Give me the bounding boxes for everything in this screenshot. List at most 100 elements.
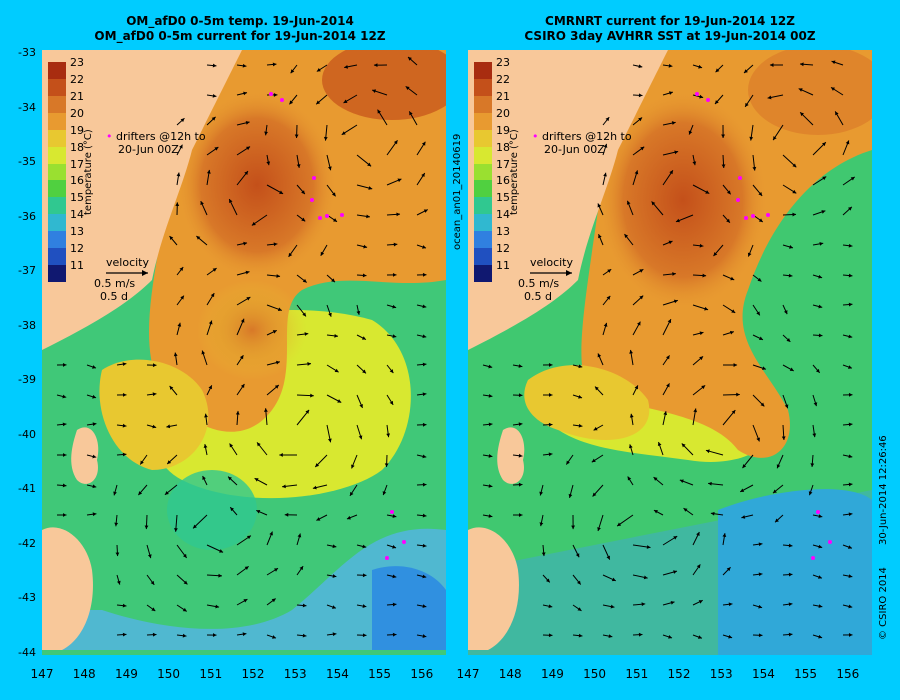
cold-water-south-east — [718, 489, 872, 655]
velocity-arrow-head — [264, 408, 268, 412]
velocity-arrow-head — [627, 476, 632, 481]
velocity-arrow-head — [758, 572, 763, 577]
velocity-arrow-head — [608, 634, 613, 639]
velocity-arrow-head — [740, 488, 745, 492]
velocity-arrow-head — [92, 484, 97, 489]
tasmania-coast — [42, 527, 93, 650]
colorbar-tick-label: 13 — [496, 225, 510, 239]
velocity-arrow-head — [848, 512, 853, 517]
velocity-arrow-head — [831, 60, 836, 65]
right-drifters-note: • drifters @12h to 20-Jun 00Z — [532, 130, 632, 156]
velocity-arrow-head — [603, 143, 608, 148]
velocity-arrow-head — [62, 362, 67, 367]
right-colorbar-label: temperature (°C) — [509, 129, 520, 215]
velocity-arrow-head — [331, 192, 336, 197]
velocity-arrow-head — [315, 463, 320, 467]
velocity-arrow-head — [634, 385, 638, 390]
velocity-arrow-head — [848, 604, 853, 609]
cold-water-south-east — [372, 566, 446, 650]
velocity-arrow-head — [377, 109, 382, 114]
velocity-arrow-head — [337, 399, 342, 403]
wilsons-promontory — [497, 427, 525, 484]
velocity-arrow-head — [548, 452, 553, 457]
colorbar-tick-label: 21 — [496, 89, 510, 103]
velocity-arrow-head — [114, 522, 119, 527]
velocity-arrow-head — [668, 240, 673, 245]
velocity-arrow-head — [334, 333, 338, 338]
velocity-arrow-head — [692, 161, 697, 166]
velocity-arrow-head — [704, 306, 709, 311]
velocity-arrow-head — [673, 536, 678, 540]
velocity-arrow-head — [422, 634, 427, 638]
velocity-arrow-head — [244, 566, 249, 570]
velocity-arrow-head — [634, 170, 639, 175]
velocity-arrow-head — [593, 426, 598, 431]
velocity-arrow-head — [638, 64, 643, 69]
velocity-arrow-head — [92, 422, 97, 427]
cool-water-south — [42, 528, 446, 650]
colorbar-segment — [48, 197, 66, 215]
latitude-tick: -39 — [18, 373, 36, 386]
velocity-arrow-head — [783, 310, 788, 315]
velocity-arrow-head — [92, 394, 97, 399]
velocity-arrow-head — [230, 507, 235, 512]
velocity-arrow-head — [762, 366, 766, 371]
velocity-arrow-head — [294, 134, 299, 139]
velocity-arrow-head — [488, 484, 493, 488]
colorbar-segment — [48, 248, 66, 266]
velocity-arrow-head — [693, 408, 698, 413]
velocity-arrow-head — [848, 334, 853, 339]
velocity-duration: 0.5 d — [100, 290, 128, 303]
velocity-arrow-head — [182, 553, 187, 558]
velocity-arrow-head — [62, 422, 67, 427]
velocity-arrow-head — [302, 603, 307, 608]
colorbar-segment — [474, 265, 492, 283]
velocity-arrow-head — [372, 89, 377, 93]
velocity-arrow-head — [422, 272, 427, 277]
colorbar-segment — [474, 248, 492, 266]
velocity-arrow-head — [568, 493, 573, 498]
velocity-arrow-head — [333, 218, 337, 222]
velocity-arrow-head — [683, 508, 688, 512]
velocity-arrow-head — [122, 423, 127, 428]
velocity-arrow-head — [200, 201, 204, 206]
velocity-arrow-head — [792, 212, 797, 217]
colorbar-segment — [48, 163, 66, 181]
velocity-arrow-head — [150, 580, 155, 585]
velocity-arrow-head — [744, 69, 748, 74]
velocity-arrow-head — [731, 309, 736, 313]
velocity-arrow-head — [92, 365, 96, 369]
velocity-arrow-head — [821, 142, 826, 147]
velocity-arrow-head — [122, 452, 127, 457]
velocity-arrow-head — [243, 91, 248, 96]
velocity-arrow-head — [848, 482, 853, 487]
velocity-arrow-head — [362, 544, 367, 549]
velocity-arrow-head — [183, 580, 188, 585]
velocity-arrow-head — [669, 170, 673, 175]
colorbar-segment — [474, 180, 492, 198]
velocity-arrow-head — [730, 276, 735, 281]
velocity-arrow-head — [792, 163, 797, 168]
velocity-arrow-head — [639, 295, 644, 300]
velocity-arrow-head — [328, 312, 332, 317]
velocity-arrow-head — [731, 410, 736, 415]
velocity-arrow-head — [566, 460, 570, 465]
velocity-arrow-head — [488, 393, 493, 398]
velocity-arrow-head — [578, 423, 583, 428]
velocity-arrow-head — [488, 422, 493, 427]
colorbar-segment — [48, 180, 66, 198]
velocity-arrow-head — [362, 369, 367, 374]
velocity-arrow-head — [758, 218, 763, 222]
velocity-arrow-head — [788, 543, 793, 548]
velocity-arrow-head — [784, 404, 789, 409]
velocity-arrow-head — [327, 438, 332, 443]
velocity-arrow-head — [698, 600, 703, 604]
velocity-arrow-head — [180, 295, 184, 300]
right-map-svg — [468, 50, 872, 655]
velocity-arrow-head — [815, 368, 820, 373]
velocity-arrow-head — [368, 186, 373, 190]
velocity-arrow-head — [422, 334, 427, 339]
velocity-arrow-head — [848, 243, 853, 248]
velocity-arrow-head — [167, 460, 172, 464]
velocity-arrow-head — [818, 575, 822, 579]
